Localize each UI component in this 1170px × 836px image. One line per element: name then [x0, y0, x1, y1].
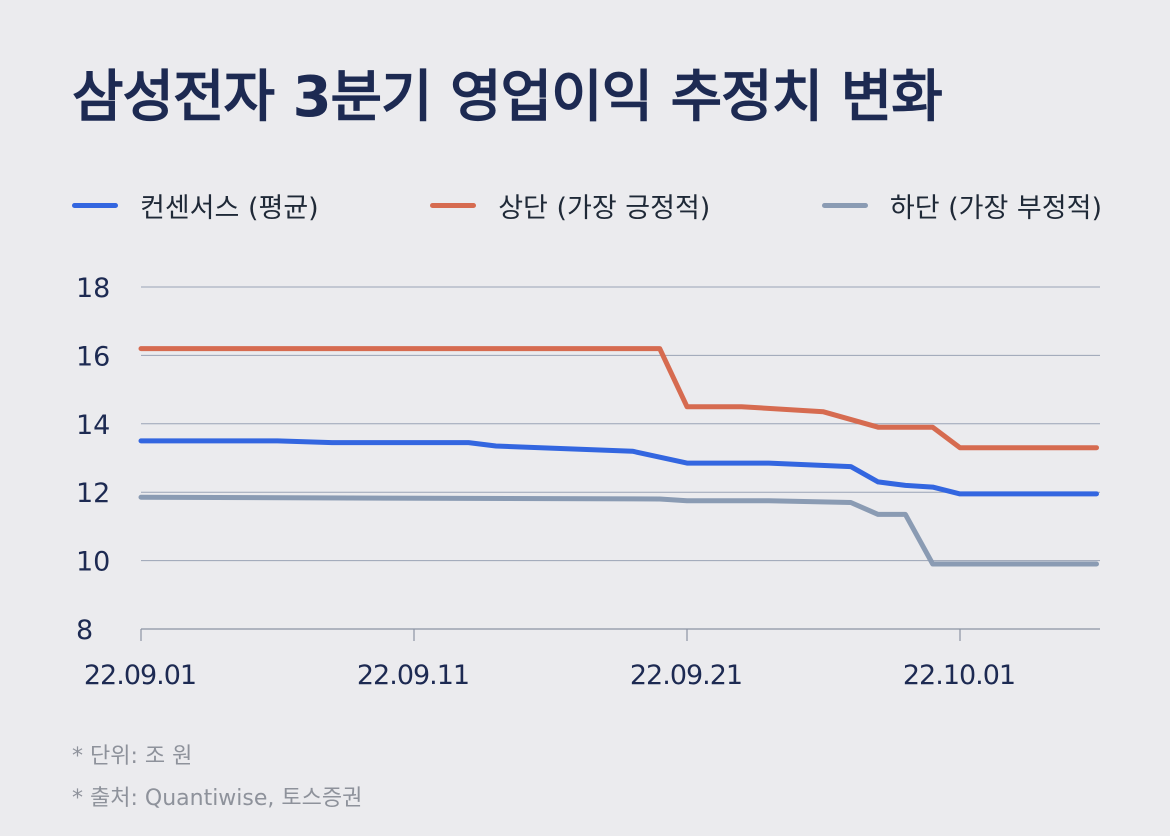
y-tick-label: 10 [76, 547, 110, 578]
series-line-3 [138, 494, 1099, 567]
unit-note: * 단위: 조 원 [72, 744, 193, 769]
y-tick-label: 16 [76, 341, 110, 372]
source-note: * 출처: Quantiwise, 토스증권 [72, 786, 363, 811]
legend-label: 컨센서스 (평균) [140, 193, 319, 224]
y-tick-label: 18 [76, 273, 110, 304]
y-tick-label: 14 [76, 410, 110, 441]
page-title: 삼성전자 3분기 영업이익 추정치 변화 [72, 65, 943, 130]
x-tick-label: 22.09.01 [84, 660, 196, 691]
footnotes: * 단위: 조 원 * 출처: Quantiwise, 토스증권 [72, 736, 362, 820]
x-tick-label: 22.09.11 [357, 660, 469, 691]
x-tick-label: 22.10.01 [903, 660, 1015, 691]
y-tick-label: 8 [76, 615, 93, 646]
x-tick-label: 22.09.21 [630, 660, 742, 691]
legend-item: 컨센서스 (평균) [72, 186, 319, 225]
legend-label: 하단 (가장 부정적) [889, 193, 1102, 224]
series-line-1 [138, 438, 1099, 497]
legend-label: 상단 (가장 긍정적) [498, 193, 711, 224]
legend-item: 하단 (가장 부정적) [821, 186, 1102, 225]
series-line-2 [138, 346, 1099, 451]
legend-item: 상단 (가장 긍정적) [430, 186, 710, 225]
legend-swatch [72, 203, 118, 208]
legend-swatch [430, 203, 477, 208]
legend-swatch [821, 203, 868, 208]
chart-legend: 컨센서스 (평균) 상단 (가장 긍정적) 하단 (가장 부정적) [72, 186, 1102, 225]
line-chart: 8 10 12 14 16 18 22.09.01 22.09.11 22.09.21 22.10… [76, 273, 1100, 691]
y-tick-label: 12 [76, 478, 110, 509]
